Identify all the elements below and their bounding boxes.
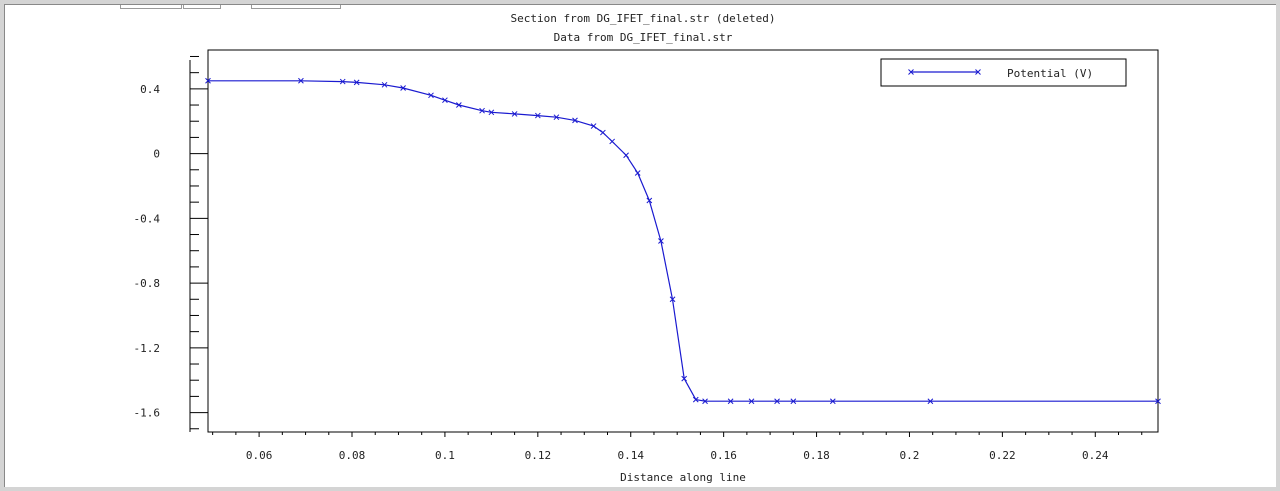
legend: Potential (V) [880, 58, 1127, 87]
data-point-marker [511, 111, 518, 117]
data-point-marker [748, 398, 755, 405]
y-tick-label: -1.2 [134, 342, 161, 355]
series-layer [205, 77, 1161, 405]
data-point-marker [205, 77, 211, 84]
x-tick-label: 0.2 [900, 449, 920, 462]
data-point-marker [623, 152, 629, 159]
x-axis: 0.06 0.08 0.1 0.12 0.14 0.16 0.18 0.2 0.22 0.24 [212, 432, 1143, 462]
x-tick-label: 0.22 [989, 449, 1016, 462]
data-point-marker [702, 398, 708, 405]
data-point-marker [658, 238, 664, 244]
data-point-marker [1155, 398, 1161, 405]
x-axis-label: Distance along line [620, 471, 746, 484]
tab-2[interactable] [183, 5, 221, 9]
y-tick-label: -1.6 [134, 407, 161, 420]
legend-sample-marker [975, 69, 981, 75]
x-tick-label: 0.18 [803, 449, 830, 462]
data-point-marker [646, 197, 653, 204]
chart-subtitle: Data from DG_IFET_final.str [554, 31, 733, 44]
y-tick-label: 0.4 [140, 83, 160, 96]
data-point-marker [456, 102, 462, 108]
data-point-marker [681, 375, 688, 382]
y-axis: 0.4 0 -0.4 -0.8 -1.2 -1.6 [134, 55, 208, 432]
data-point-marker [927, 398, 934, 405]
data-point-marker [298, 77, 304, 84]
x-tick-label: 0.24 [1082, 449, 1109, 462]
data-point-marker [590, 123, 597, 129]
y-tick-label: 0 [153, 148, 160, 161]
data-point-marker [479, 107, 485, 114]
y-tick-label: -0.4 [134, 212, 161, 225]
data-point-marker [488, 109, 495, 116]
plot-area [207, 49, 1159, 433]
legend-label: Potential (V) [1007, 67, 1093, 80]
y-tick-label: -0.8 [134, 277, 161, 290]
data-point-marker [774, 398, 780, 405]
data-point-marker [790, 398, 797, 405]
top-strip [0, 0, 1280, 4]
legend-line-sample [908, 69, 981, 75]
x-tick-label: 0.12 [525, 449, 552, 462]
data-point-marker [400, 85, 406, 91]
data-point-marker [600, 129, 606, 136]
x-tick-label: 0.08 [339, 449, 366, 462]
data-point-marker [727, 398, 734, 405]
tab-1[interactable] [120, 5, 182, 9]
data-point-marker [534, 112, 541, 119]
data-point-marker [609, 138, 616, 145]
data-point-marker [572, 117, 578, 124]
x-tick-label: 0.14 [617, 449, 644, 462]
legend-sample-marker [908, 69, 914, 75]
tab-3[interactable] [251, 5, 341, 9]
data-point-marker [353, 79, 360, 86]
x-tick-label: 0.06 [246, 449, 273, 462]
data-point-marker [829, 398, 836, 405]
data-point-marker [428, 92, 434, 99]
data-point-marker [634, 170, 641, 176]
data-point-marker [442, 97, 448, 104]
chart-title: Section from DG_IFET_final.str (deleted) [511, 12, 776, 25]
x-tick-label: 0.1 [435, 449, 455, 462]
data-point-marker [339, 78, 346, 85]
data-point-marker [553, 114, 560, 121]
data-point-marker [381, 81, 388, 88]
data-point-marker [692, 396, 699, 403]
x-tick-label: 0.16 [710, 449, 737, 462]
data-point-marker [669, 296, 676, 303]
